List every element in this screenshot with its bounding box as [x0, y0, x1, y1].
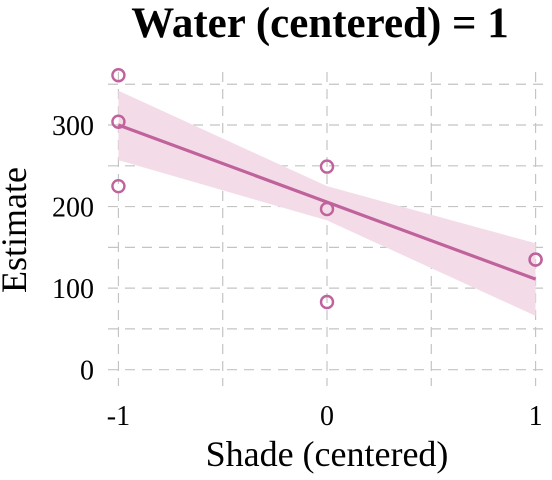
- y-tick-label: 300: [52, 111, 94, 142]
- data-points: [111, 68, 543, 310]
- data-point: [111, 114, 126, 129]
- data-point: [319, 159, 335, 174]
- y-axis-label: Estimate: [0, 167, 34, 293]
- data-point: [111, 178, 126, 194]
- y-tick-label: 200: [52, 193, 94, 224]
- data-point: [319, 294, 335, 310]
- y-tick-label: 100: [52, 274, 94, 305]
- x-tick-label: 0: [320, 401, 334, 432]
- tick-labels: -1 0 1 0 100 200 300: [52, 111, 543, 432]
- x-tick-label: -1: [107, 401, 130, 432]
- y-tick-label: 0: [80, 356, 94, 387]
- data-point: [319, 201, 335, 217]
- data-point: [111, 68, 126, 83]
- x-tick-label: 1: [529, 401, 543, 432]
- data-point: [528, 252, 543, 267]
- x-axis-label: Shade (centered): [206, 434, 449, 474]
- chart-title: Water (centered) = 1: [131, 0, 509, 47]
